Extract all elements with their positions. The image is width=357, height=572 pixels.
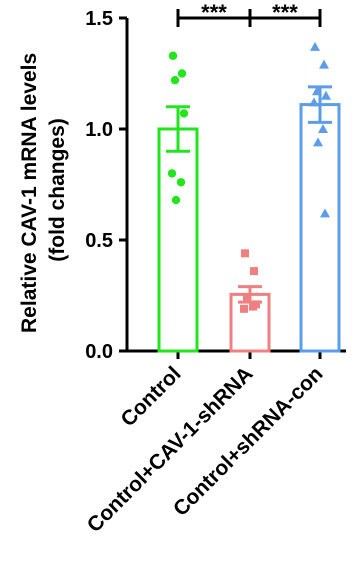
point-2-3 xyxy=(321,90,331,100)
point-0-2 xyxy=(170,75,180,85)
point-1-5 xyxy=(249,302,257,311)
y-axis-label: Relative CAV-1 mRNA levels (fold changes… xyxy=(18,47,69,333)
point-2-5 xyxy=(318,124,328,133)
point-2-6 xyxy=(313,137,323,147)
y-tick-label-1: 0.5 xyxy=(85,230,113,252)
y-tick-label-2: 1.0 xyxy=(85,119,113,141)
y-axis-label-line1: Relative CAV-1 mRNA levels xyxy=(18,53,41,333)
y-axis-label-line2: (fold changes) xyxy=(46,118,69,262)
point-0-5 xyxy=(176,178,186,187)
point-0-0 xyxy=(168,51,178,60)
point-0-4 xyxy=(167,169,177,178)
point-2-4 xyxy=(309,97,319,107)
y-tick-label-3: 1.5 xyxy=(85,8,113,30)
point-1-4 xyxy=(240,304,248,313)
point-0-1 xyxy=(177,69,187,78)
point-2-2 xyxy=(312,86,322,96)
point-2-7 xyxy=(320,208,330,218)
point-1-2 xyxy=(243,293,251,302)
point-1-1 xyxy=(250,267,258,276)
y-tick-label-0: 0.0 xyxy=(85,341,113,363)
point-0-6 xyxy=(171,195,181,205)
point-2-1 xyxy=(319,59,329,69)
point-0-3 xyxy=(179,109,189,118)
plot-area: 0.00.51.01.5ControlControl+CAV-1-shRNACo… xyxy=(83,0,346,537)
point-1-0 xyxy=(241,249,249,258)
bar-0 xyxy=(157,127,199,353)
sig-label-0: *** xyxy=(201,0,227,25)
point-2-0 xyxy=(310,41,320,51)
sig-label-1: *** xyxy=(272,0,298,25)
x-tick-label-0: Control xyxy=(116,362,185,431)
